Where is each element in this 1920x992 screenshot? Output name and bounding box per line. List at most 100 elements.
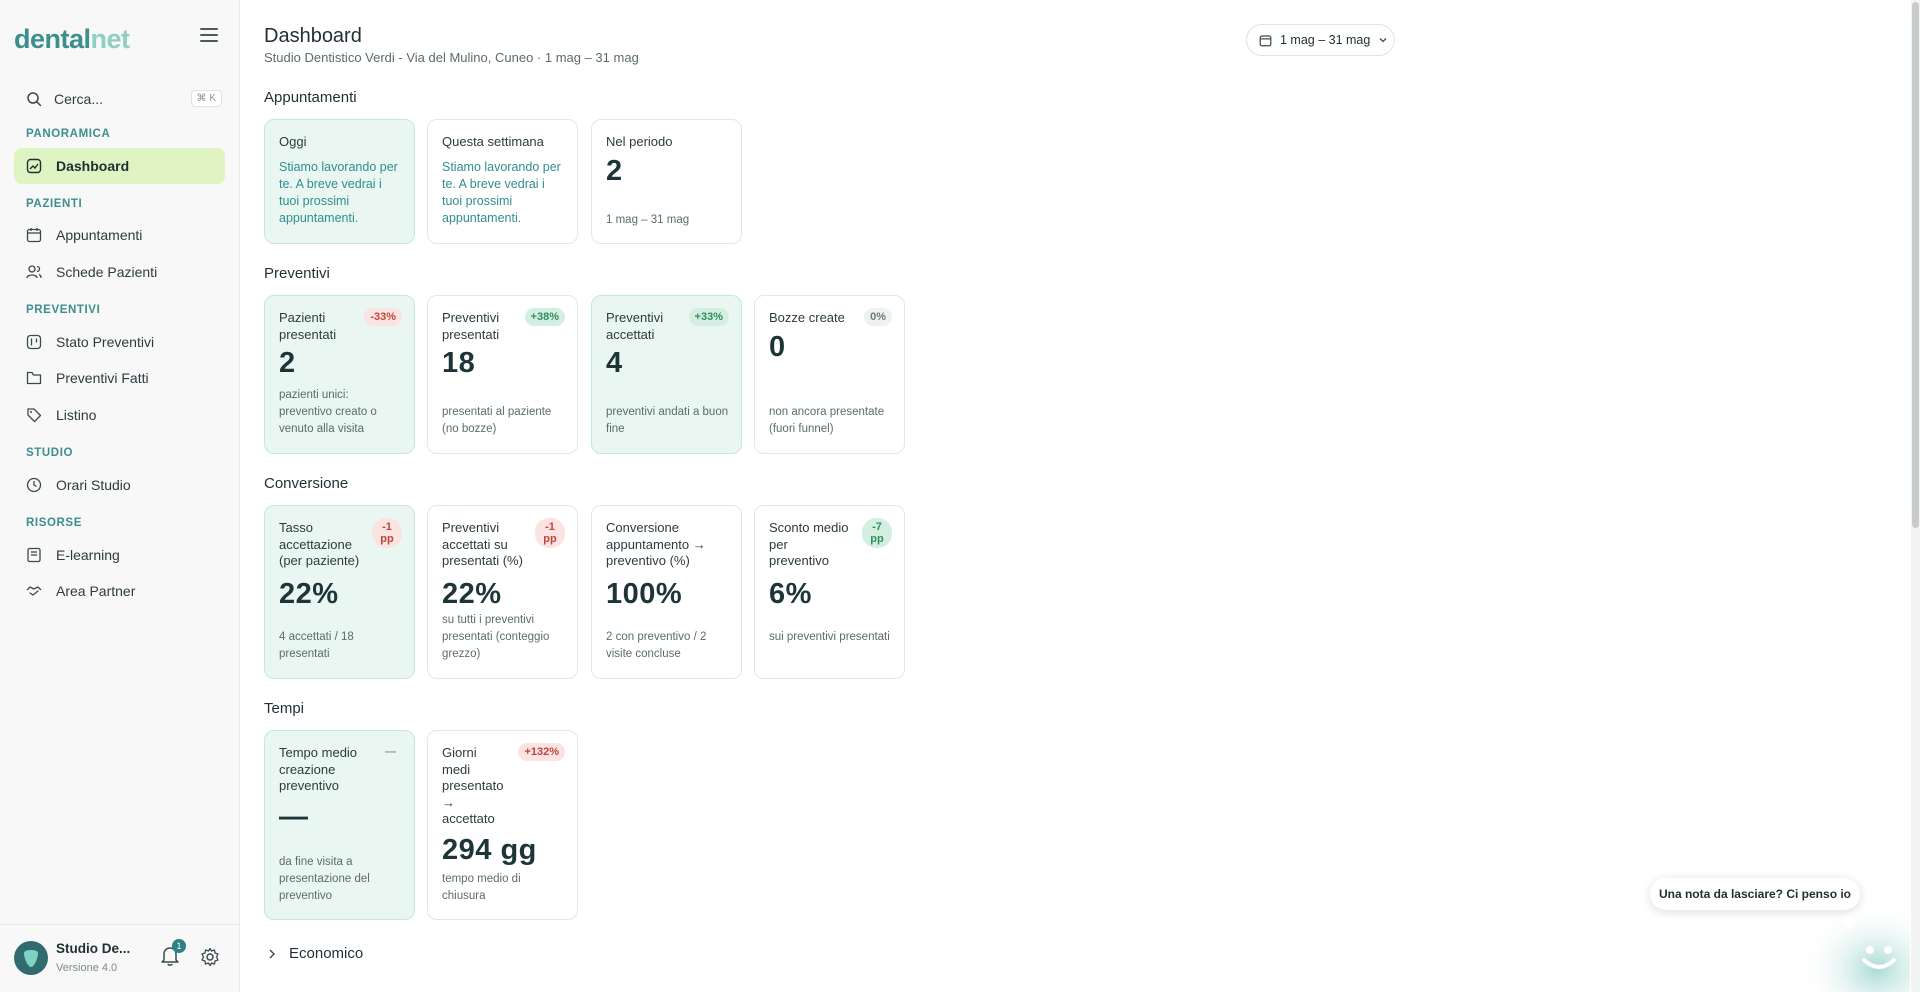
chevron-down-icon	[1379, 38, 1387, 43]
users-icon	[26, 264, 42, 280]
card-tasso-accettazione[interactable]: Tasso accettazione (per paziente) -1 pp …	[264, 505, 415, 679]
sidebar-item-e-learning[interactable]: E-learning	[14, 537, 225, 573]
card-value: 294 gg	[442, 833, 537, 866]
assistant-bot-button[interactable]	[1800, 898, 1910, 992]
calendar-icon	[26, 227, 42, 243]
search-label: Cerca...	[54, 91, 104, 107]
kanban-icon	[26, 334, 42, 350]
card-questa-settimana[interactable]: Questa settimana Stiamo lavorando per te…	[427, 119, 578, 244]
sidebar-item-schede-pazienti[interactable]: Schede Pazienti	[14, 254, 225, 290]
section-toggle-economico[interactable]: Economico	[267, 945, 363, 962]
studio-name[interactable]: Studio De...	[56, 941, 131, 956]
card-label: Preventivi accettati su presentati (%)	[442, 520, 523, 568]
notifications-button[interactable]: 1	[160, 939, 186, 967]
section-title-tempi: Tempi	[264, 700, 305, 717]
search-icon	[27, 92, 42, 107]
card-label: Questa settimana	[442, 134, 544, 149]
gear-icon	[201, 947, 219, 967]
dashboard-icon	[26, 158, 42, 174]
folder-icon	[26, 370, 42, 386]
card-preventivi-presentati[interactable]: Preventivi presentati +38% 18 presentati…	[427, 295, 578, 454]
card-nel-periodo[interactable]: Nel periodo 2 1 mag – 31 mag	[591, 119, 742, 244]
avatar[interactable]	[14, 941, 48, 975]
card-description: pazienti unici: preventivo creato o venu…	[279, 389, 377, 435]
delta-badge: +132%	[518, 743, 565, 761]
section-title-preventivi: Preventivi	[264, 265, 330, 282]
section-label-studio: STUDIO	[26, 447, 74, 459]
handshake-icon	[26, 583, 42, 599]
clock-icon	[26, 477, 42, 493]
card-label: Conversione appuntamento → preventivo (%…	[606, 520, 706, 568]
card-value: 6%	[769, 577, 812, 610]
section-label-panoramica: PANORAMICA	[26, 128, 111, 140]
card-value: 4	[606, 347, 623, 379]
card-value: 2	[606, 154, 623, 187]
card-tempo-medio-creazione[interactable]: Tempo medio creazione preventivo — — da …	[264, 730, 415, 920]
page-scrollbar[interactable]	[1911, 0, 1920, 992]
bell-icon	[161, 947, 179, 966]
card-accettati-su-presentati[interactable]: Preventivi accettati su presentati (%) -…	[427, 505, 578, 679]
assistant-bot-icon	[1800, 898, 1910, 992]
card-description: 2 con preventivo / 2 visite concluse	[606, 631, 707, 660]
search-shortcut: ⌘ K	[190, 90, 222, 107]
card-bozze-create[interactable]: Bozze create 0% 0 non ancora presentate …	[754, 295, 905, 454]
date-range-label: 1 mag – 31 mag	[1280, 33, 1371, 47]
menu-toggle-icon[interactable]	[200, 28, 218, 44]
sidebar-item-preventivi-fatti[interactable]: Preventivi Fatti	[14, 360, 225, 396]
card-label: Tasso accettazione (per paziente)	[279, 520, 360, 568]
page-title: Dashboard	[264, 25, 362, 47]
delta-badge: -33%	[364, 308, 402, 326]
card-description: presentati al paziente (no bozze)	[442, 406, 552, 435]
scrollbar-thumb[interactable]	[1912, 2, 1919, 528]
section-label-preventivi: PREVENTIVI	[26, 304, 101, 316]
card-label: Giorni medi presentato → accettato	[442, 745, 504, 826]
book-icon	[26, 547, 42, 563]
sidebar-footer: Studio De... Versione 4.0 1	[0, 924, 240, 992]
sidebar-item-label: Stato Preventivi	[56, 334, 155, 350]
page-subtitle: Studio Dentistico Verdi - Via del Mulino…	[264, 50, 639, 65]
card-label: Pazienti presentati	[279, 310, 337, 342]
sidebar-item-dashboard[interactable]: Dashboard	[14, 148, 225, 184]
section-title-appuntamenti: Appuntamenti	[264, 89, 357, 106]
search-bar[interactable]: Cerca... ⌘ K	[14, 86, 226, 112]
sidebar: dentalnet Cerca... ⌘ K PANORAMICA Dashbo…	[0, 0, 240, 992]
card-description: su tutti i preventivi presentati (conteg…	[442, 614, 550, 660]
sidebar-item-stato-preventivi[interactable]: Stato Preventivi	[14, 324, 225, 360]
card-description: 1 mag – 31 mag	[606, 214, 690, 226]
sidebar-item-orari-studio[interactable]: Orari Studio	[14, 467, 225, 503]
card-preventivi-accettati[interactable]: Preventivi accettati +33% 4 preventivi a…	[591, 295, 742, 454]
card-label: Preventivi accettati	[606, 310, 664, 342]
calendar-icon	[1259, 34, 1272, 46]
delta-badge: +33%	[688, 308, 729, 326]
delta-badge: +38%	[524, 308, 565, 326]
tag-icon	[26, 407, 42, 423]
sidebar-item-area-partner[interactable]: Area Partner	[14, 573, 225, 609]
card-conversione-appuntamento[interactable]: Conversione appuntamento → preventivo (%…	[591, 505, 742, 679]
card-value: 22%	[442, 577, 502, 610]
notification-count-badge: 1	[172, 939, 186, 953]
card-pazienti-presentati[interactable]: Pazienti presentati -33% 2 pazienti unic…	[264, 295, 415, 454]
card-value: 18	[442, 347, 476, 379]
sidebar-item-label: Schede Pazienti	[56, 264, 158, 280]
date-range-picker[interactable]: 1 mag – 31 mag	[1246, 24, 1395, 56]
delta-badge: 0%	[864, 308, 892, 326]
sidebar-item-listino[interactable]: Listino	[14, 397, 225, 433]
sidebar-item-appuntamenti[interactable]: Appuntamenti	[14, 217, 225, 253]
section-label-risorse: RISORSE	[26, 517, 82, 529]
settings-button[interactable]	[200, 947, 220, 967]
delta-badge: -7 pp	[862, 518, 892, 548]
delta-badge: -1 pp	[372, 518, 402, 548]
delta-badge: -1 pp	[535, 518, 565, 548]
card-value: 2	[279, 347, 296, 379]
card-label: Sconto medio per preventivo	[769, 520, 849, 568]
delta-badge: —	[385, 746, 396, 758]
card-giorni-medi[interactable]: Giorni medi presentato → accettato +132%…	[427, 730, 578, 920]
card-label: Oggi	[279, 134, 307, 149]
sidebar-item-label: Orari Studio	[56, 477, 131, 493]
brand-logo[interactable]: dentalnet	[14, 24, 130, 55]
card-description: sui preventivi presentati	[769, 631, 890, 643]
card-value: —	[279, 800, 309, 833]
card-sconto-medio[interactable]: Sconto medio per preventivo -7 pp 6% sui…	[754, 505, 905, 679]
card-label: Preventivi presentati	[442, 310, 500, 342]
card-oggi[interactable]: Oggi Stiamo lavorando per te. A breve ve…	[264, 119, 415, 244]
